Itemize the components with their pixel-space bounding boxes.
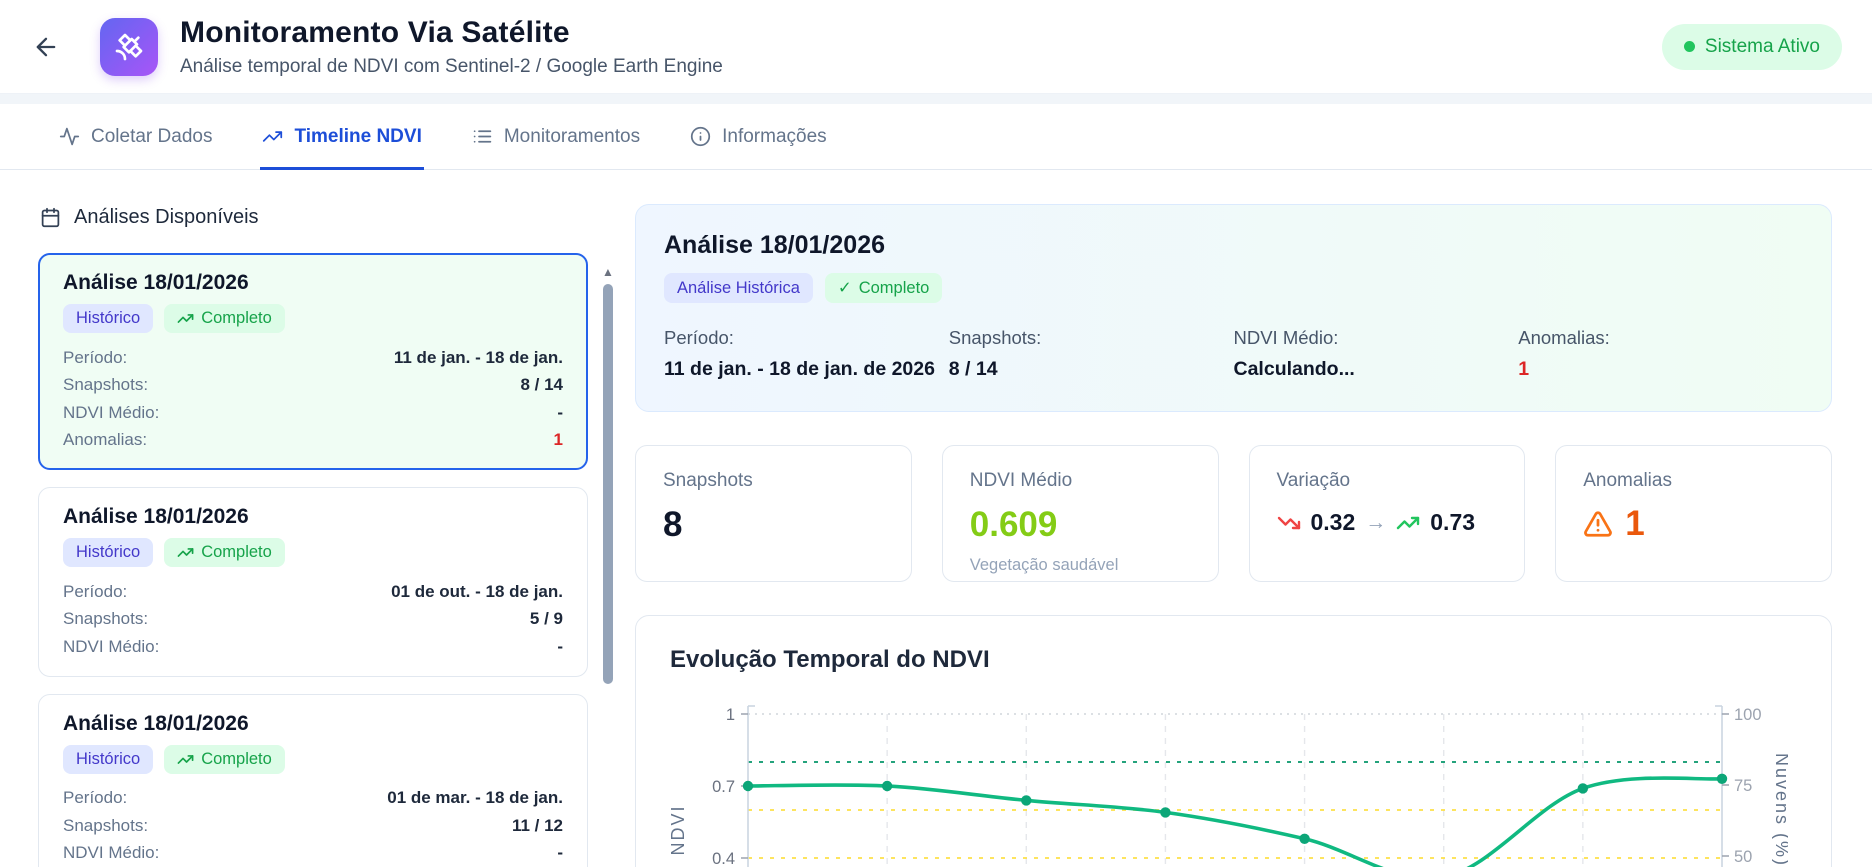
tab-label: Monitoramentos xyxy=(503,125,641,147)
detail-field: Período: 11 de jan. - 18 de jan. de 2026 xyxy=(664,327,935,380)
analysis-detail-panel: Análise 18/01/2026 Análise Histórica ✓ C… xyxy=(635,204,1832,867)
system-status-badge: Sistema Ativo xyxy=(1661,23,1842,70)
check-icon: ✓ xyxy=(837,279,852,297)
stat-subtext: Vegetação saudável xyxy=(969,556,1119,574)
historico-badge: Histórico xyxy=(63,538,154,567)
analysis-row: Snapshots: 11 / 12 xyxy=(63,815,563,835)
completo-badge: ✓ Completo xyxy=(824,273,943,303)
stat-value: 1 xyxy=(1625,504,1645,543)
info-icon xyxy=(690,126,711,147)
analysis-card-3[interactable]: Análise 18/01/2026 Histórico Completo Pe… xyxy=(38,693,588,867)
detail-field: Snapshots: 8 / 14 xyxy=(948,327,1042,380)
status-dot-icon xyxy=(1683,41,1695,52)
alert-triangle-icon xyxy=(1584,511,1613,537)
trending-up-icon xyxy=(1397,516,1420,529)
stat-card-anomalias: Anomalias 1 xyxy=(1555,445,1832,582)
historico-badge: Histórico xyxy=(63,744,154,774)
main-panel: Coletar Dados Timeline NDVI Monitorament… xyxy=(0,104,1872,867)
svg-text:0.4: 0.4 xyxy=(712,850,735,867)
activity-icon xyxy=(59,127,80,146)
page-title: Monitoramento Via Satélite xyxy=(180,15,570,49)
scrollbar-thumb[interactable] xyxy=(603,284,613,684)
trending-up-icon xyxy=(177,754,194,764)
analysis-row: NDVI Médio: - xyxy=(63,636,563,656)
detail-field: Anomalias: 1 xyxy=(1518,327,1610,380)
svg-text:75: 75 xyxy=(1734,777,1752,795)
analyses-sidebar: Análises Disponíveis Análise 18/01/2026 … xyxy=(38,204,588,867)
tab-monitoramentos[interactable]: Monitoramentos xyxy=(470,104,642,169)
svg-text:Nuvens (%): Nuvens (%) xyxy=(1772,753,1788,867)
ndvi-chart-card: Evolução Temporal do NDVI 1 0.7 0.4 100 75 50… xyxy=(635,615,1832,867)
scroll-up-icon[interactable]: ▲ xyxy=(602,265,614,279)
tab-timeline-ndvi[interactable]: Timeline NDVI xyxy=(260,104,425,170)
satellite-app-icon xyxy=(100,17,158,76)
tab-label: Coletar Dados xyxy=(91,125,213,147)
completo-badge: Completo xyxy=(164,538,285,567)
trending-up-icon xyxy=(177,314,194,323)
back-button[interactable] xyxy=(24,25,68,69)
arrow-right-icon: → xyxy=(1365,510,1387,534)
analysis-card-title: Análise 18/01/2026 xyxy=(63,711,249,735)
stat-card-ndvi: NDVI Médio 0.609 Vegetação saudável xyxy=(941,445,1219,582)
svg-text:NDVI: NDVI xyxy=(670,804,688,855)
historico-badge: Histórico xyxy=(63,304,154,333)
stat-card-variacao: Variação 0.32 → 0.73 xyxy=(1248,445,1526,582)
ndvi-timeline-chart: 1 0.7 0.4 100 75 50 NDVI Nuvens (%) xyxy=(670,705,1788,867)
calendar-icon xyxy=(41,207,60,228)
stat-label: Snapshots xyxy=(663,470,753,491)
variation-from: 0.32 xyxy=(1310,509,1356,535)
svg-text:0.7: 0.7 xyxy=(712,778,735,796)
stats-row: Snapshots 8 NDVI Médio 0.609 Vegetação s… xyxy=(635,445,1832,582)
header-gap xyxy=(0,94,1872,104)
trending-up-icon xyxy=(177,548,194,557)
svg-text:1: 1 xyxy=(726,706,735,724)
analysis-card-1[interactable]: Análise 18/01/2026 Histórico Completo Pe… xyxy=(38,253,588,470)
analysis-card-title: Análise 18/01/2026 xyxy=(63,271,249,294)
analysis-row: Snapshots: 8 / 14 xyxy=(63,375,563,395)
sidebar-header: Análises Disponíveis xyxy=(40,206,588,229)
page-subtitle: Análise temporal de NDVI com Sentinel-2 … xyxy=(180,55,723,77)
tab-coletar-dados[interactable]: Coletar Dados xyxy=(57,104,214,169)
stat-value: 8 xyxy=(663,505,683,544)
analysis-summary-card: Análise 18/01/2026 Análise Histórica ✓ C… xyxy=(635,204,1832,412)
tab-label: Informações xyxy=(722,125,827,147)
analysis-row: Anomalias: 1 xyxy=(63,430,563,450)
app-header: Monitoramento Via Satélite Análise tempo… xyxy=(0,0,1872,94)
stat-label: Anomalias xyxy=(1583,470,1672,491)
trending-up-icon xyxy=(263,131,283,142)
stat-card-snapshots: Snapshots 8 xyxy=(635,445,912,582)
svg-text:50: 50 xyxy=(1734,848,1752,866)
list-icon xyxy=(473,130,492,143)
analysis-row: Snapshots: 5 / 9 xyxy=(63,609,563,629)
analysis-row: NDVI Médio: - xyxy=(63,843,563,863)
status-label: Sistema Ativo xyxy=(1704,35,1820,57)
tab-label: Timeline NDVI xyxy=(294,125,422,147)
tab-informacoes[interactable]: Informações xyxy=(688,104,829,169)
variation-to: 0.73 xyxy=(1430,509,1476,535)
completo-badge: Completo xyxy=(164,304,285,333)
analise-historica-badge: Análise Histórica xyxy=(664,273,813,303)
analysis-row: NDVI Médio: - xyxy=(63,402,563,422)
analysis-row: Período: 01 de out. - 18 de jan. xyxy=(63,581,563,601)
analysis-card-title: Análise 18/01/2026 xyxy=(63,505,249,528)
trending-down-icon xyxy=(1277,516,1300,529)
completo-badge: Completo xyxy=(164,744,285,774)
arrow-left-icon xyxy=(36,37,56,56)
sidebar-title: Análises Disponíveis xyxy=(74,206,259,228)
satellite-icon xyxy=(115,33,143,60)
sidebar-scrollbar[interactable]: ▲ xyxy=(601,204,615,867)
stat-label: Variação xyxy=(1276,470,1351,491)
tab-bar: Coletar Dados Timeline NDVI Monitorament… xyxy=(0,104,1872,170)
chart-title: Evolução Temporal do NDVI xyxy=(670,646,990,673)
svg-text:100: 100 xyxy=(1734,706,1762,724)
analysis-row: Período: 11 de jan. - 18 de jan. xyxy=(63,347,563,367)
analysis-title: Análise 18/01/2026 xyxy=(664,231,885,259)
analysis-card-2[interactable]: Análise 18/01/2026 Histórico Completo Pe… xyxy=(38,487,588,677)
stat-label: NDVI Médio xyxy=(969,470,1073,491)
analysis-row: Período: 01 de mar. - 18 de jan. xyxy=(63,788,563,808)
detail-field: NDVI Médio: Calculando... xyxy=(1233,327,1355,380)
stat-value: 0.609 xyxy=(969,505,1058,544)
